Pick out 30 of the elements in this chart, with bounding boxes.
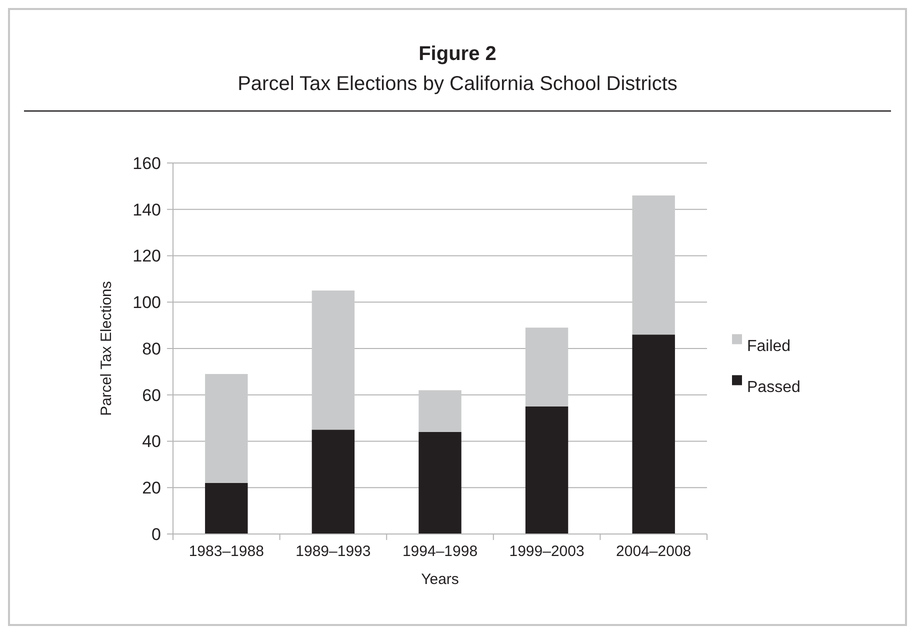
- bar: [418, 390, 462, 432]
- legend-label: Failed: [747, 338, 791, 355]
- bar: [632, 334, 675, 534]
- legend-label: Passed: [747, 378, 800, 396]
- y-tick-label: 0: [152, 524, 161, 544]
- y-tick-label: 80: [142, 339, 161, 358]
- x-tick-label: 1994–1998: [402, 543, 478, 560]
- x-tick-label: 1983–1988: [188, 543, 264, 560]
- x-tick-label: 1999–2003: [509, 543, 584, 560]
- bar: [525, 328, 568, 406]
- y-tick-label: 100: [132, 293, 161, 312]
- chart-subtitle: Parcel Tax Elections by California School Districts: [238, 73, 678, 95]
- bar: [205, 374, 248, 483]
- bar: [205, 482, 248, 534]
- y-tick-label: 60: [142, 386, 161, 405]
- y-tick-label: 40: [142, 432, 161, 452]
- bar: [525, 406, 568, 534]
- x-tick-label: 1989–1993: [296, 543, 371, 560]
- y-tick-label: 20: [142, 478, 161, 498]
- bar: [312, 290, 355, 430]
- y-axis-title: Parcel Tax Elections: [98, 281, 115, 416]
- x-axis-title: Years: [421, 571, 459, 588]
- y-tick-label: 140: [132, 200, 161, 220]
- x-tick-label: 2004–2008: [616, 543, 692, 560]
- y-tick-label: 120: [132, 246, 161, 266]
- bar: [418, 432, 462, 534]
- bar: [312, 430, 355, 534]
- bar: [632, 195, 675, 335]
- y-tick-label: 160: [132, 154, 161, 173]
- chart-title: Figure 2: [418, 43, 496, 65]
